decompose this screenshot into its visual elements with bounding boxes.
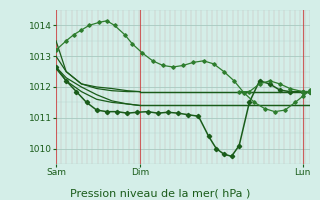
Text: Pression niveau de la mer( hPa ): Pression niveau de la mer( hPa ) bbox=[70, 188, 250, 198]
